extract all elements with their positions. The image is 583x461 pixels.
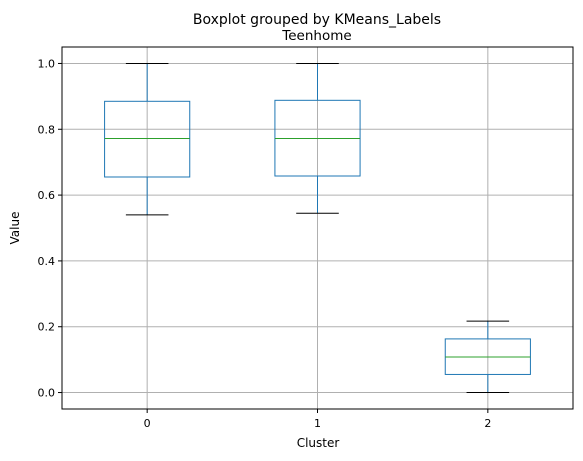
box-iqr <box>104 100 191 178</box>
x-tick-label: 0 <box>144 417 151 430</box>
y-tick-label: 0.4 <box>38 255 56 268</box>
box-1 <box>274 62 361 214</box>
y-tick-label: 0.0 <box>38 387 56 400</box>
y-axis-label: Value <box>8 212 22 245</box>
y-tick-label: 0.6 <box>38 189 56 202</box>
y-axis-ticks: 0.0 0.2 0.4 0.6 0.8 1.0 <box>38 57 62 400</box>
box-0 <box>104 62 191 216</box>
chart-suptitle: Boxplot grouped by KMeans_Labels <box>193 12 441 28</box>
x-axis-ticks: 0 1 2 <box>144 409 491 430</box>
chart-title: Teenhome <box>281 28 351 44</box>
x-tick-label: 2 <box>484 417 491 430</box>
box-2 <box>444 320 531 394</box>
y-tick-label: 0.2 <box>38 321 56 334</box>
box-series <box>104 62 531 394</box>
x-tick-label: 1 <box>314 417 321 430</box>
y-tick-label: 1.0 <box>38 57 56 70</box>
y-tick-label: 0.8 <box>38 123 56 136</box>
x-axis-label: Cluster <box>297 436 340 450</box>
